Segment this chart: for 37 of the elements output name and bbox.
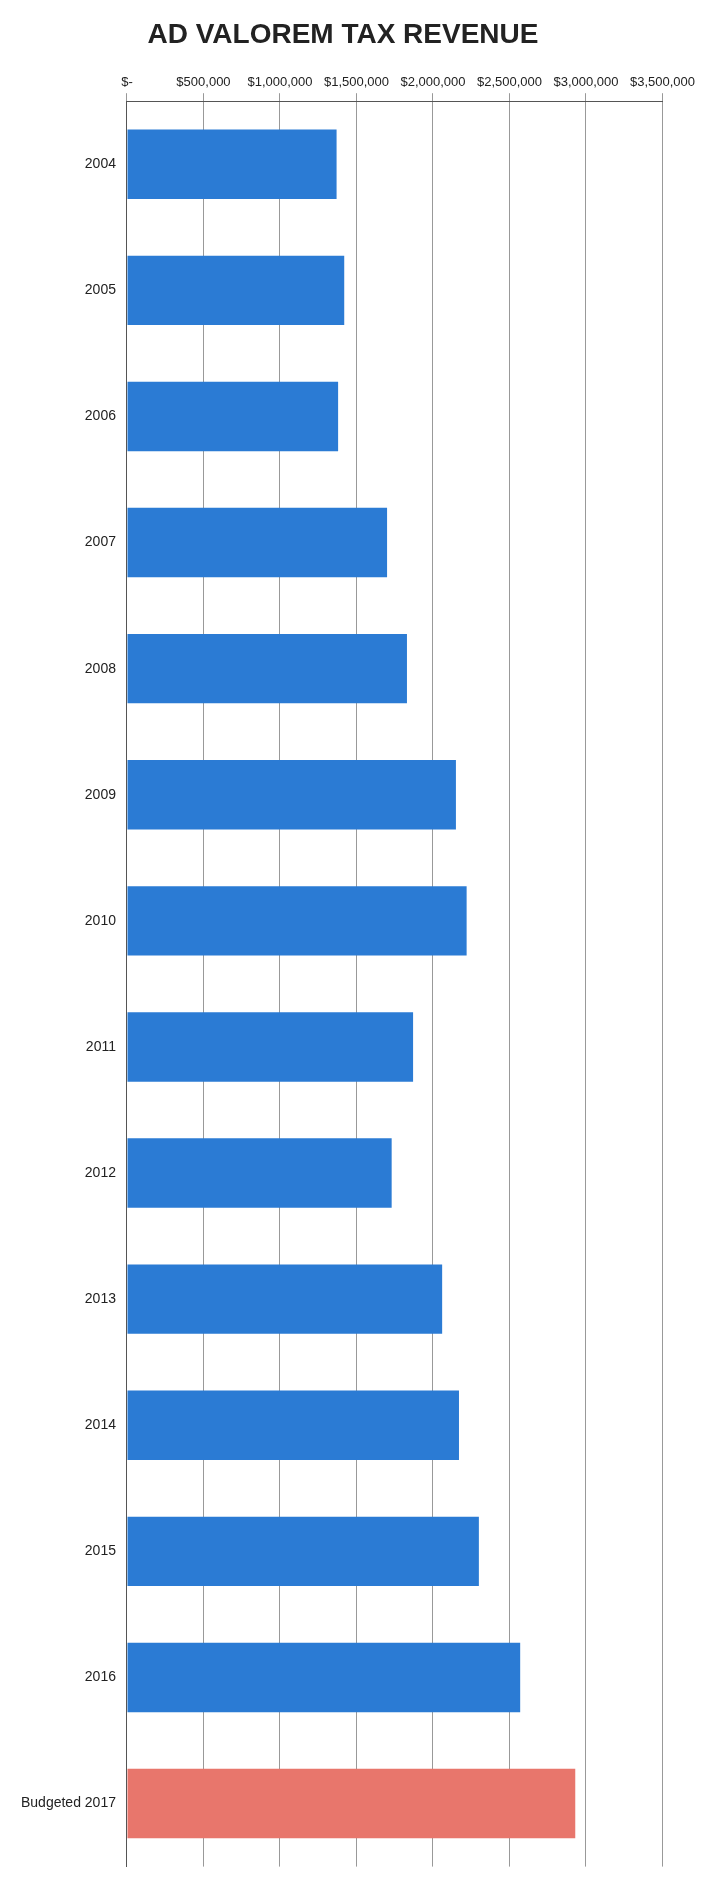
y-tick-label: 2009 [84,785,117,802]
bar [127,1264,443,1334]
bar [127,507,388,578]
x-tick-label: $500,000 [176,73,231,89]
y-tick-label: 2012 [84,1163,117,1180]
y-tick-label: 2013 [84,1290,117,1307]
y-tick-label: 2010 [84,911,117,928]
x-tick-label: $- [121,73,133,89]
y-tick-label: 2011 [85,1037,117,1054]
bar [127,1642,521,1713]
chart-title: AD VALOREM TAX REVENUE [147,17,539,49]
x-tick-label: $2,000,000 [400,73,466,89]
x-tick-label: $3,000,000 [553,73,619,89]
bar [127,760,456,830]
x-tick-label: $3,500,000 [629,73,696,89]
x-tick-label: $2,500,000 [476,73,543,89]
y-tick-label: 2014 [84,1416,117,1433]
bar [127,886,467,956]
y-tick-label: 2005 [84,281,117,298]
y-tick-label: 2016 [84,1668,117,1685]
y-tick-label: 2007 [84,533,117,550]
y-tick-label: 2008 [84,659,117,676]
bar [127,1138,392,1208]
bar [127,1390,459,1460]
x-tick-label: $1,000,000 [247,73,313,89]
bar [127,381,339,452]
bar [127,633,407,704]
bar [127,1012,414,1082]
bar [127,129,337,199]
y-tick-label: 2004 [84,155,117,172]
y-tick-label: 2006 [84,407,117,424]
bar [127,255,345,326]
y-tick-label: Budgeted 2017 [20,1794,117,1811]
bar [127,1516,479,1587]
x-tick-label: $1,500,000 [323,73,390,89]
y-tick-label: 2015 [84,1542,117,1559]
bar [127,1768,576,1839]
